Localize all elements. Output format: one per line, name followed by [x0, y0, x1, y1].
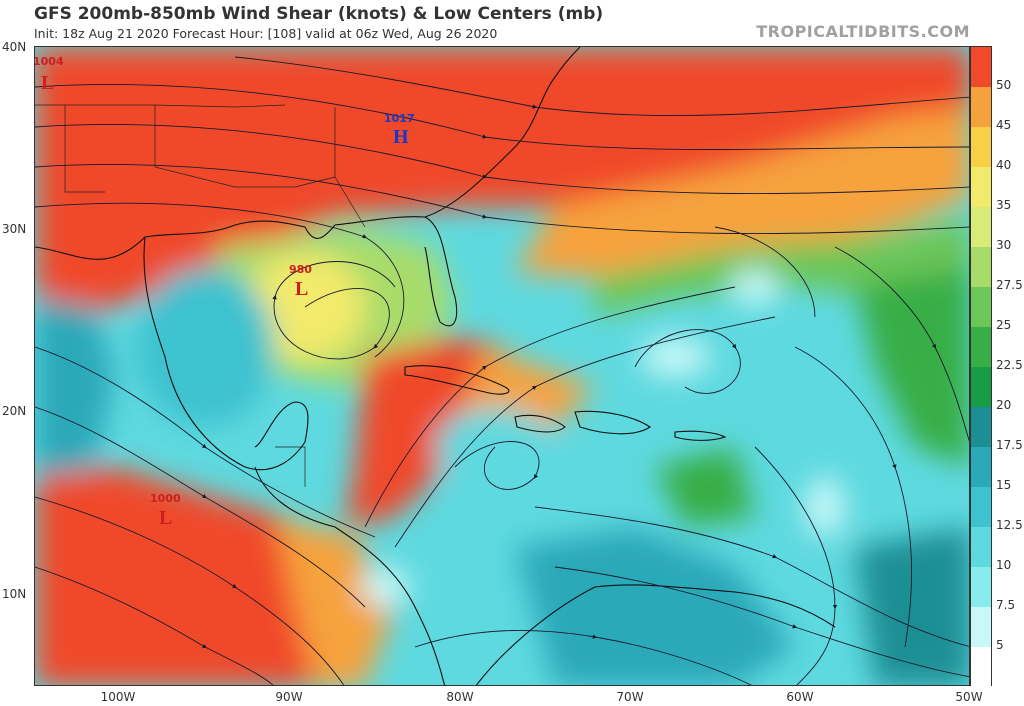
colorbar-segment: [971, 647, 991, 688]
chart-title: GFS 200mb-850mb Wind Shear (knots) & Low…: [34, 4, 604, 24]
colorbar-segment: [971, 47, 991, 88]
low-1004-symbol: L: [41, 72, 54, 94]
colorbar-segment: [971, 287, 991, 328]
lat-label-30n: 30N: [2, 222, 27, 236]
borders: [35, 104, 366, 487]
colorbar-label: 7.5: [996, 598, 1016, 612]
lon-label-70w: 70W: [616, 690, 644, 704]
colorbar-segment: [971, 607, 991, 648]
streamlines: [35, 56, 969, 685]
colorbar-label: 10: [996, 558, 1012, 572]
high-1017-symbol: H: [393, 126, 409, 148]
lon-label-90w: 90W: [275, 690, 303, 704]
colorbar-label: 27.5: [996, 278, 1023, 292]
colorbar-label: 30: [996, 238, 1012, 252]
low-1004-value: 1004: [35, 55, 64, 68]
coastlines: [35, 47, 836, 685]
shear-map-canvas: 1004 L 1017 H 980 L 1000 L: [35, 47, 969, 685]
colorbar-label: 40: [996, 158, 1012, 172]
colorbar-segment: [971, 207, 991, 248]
colorbar-label: 12.5: [996, 518, 1023, 532]
brand-watermark: TROPICALTIDBITS.COM: [756, 22, 970, 41]
colorbar-segment: [971, 247, 991, 288]
pressure-centers: 1004 L 1017 H 980 L 1000 L: [35, 55, 415, 529]
lat-label-40n: 40N: [2, 40, 27, 54]
chart-subtitle: Init: 18z Aug 21 2020 Forecast Hour: [10…: [34, 26, 498, 41]
colorbar-segment: [971, 367, 991, 408]
colorbar-label: 17.5: [996, 438, 1023, 452]
lat-label-10n: 10N: [2, 587, 27, 601]
colorbar-segment: [971, 447, 991, 488]
colorbar-segment: [971, 567, 991, 608]
lon-label-80w: 80W: [446, 690, 474, 704]
shear-map: 1004 L 1017 H 980 L 1000 L: [34, 46, 970, 686]
colorbar-segment: [971, 87, 991, 128]
lon-label-50w: 50W: [955, 690, 983, 704]
colorbar-segment: [971, 327, 991, 368]
colorbar-label: 25: [996, 318, 1012, 332]
lon-label-100w: 100W: [100, 690, 136, 704]
lat-label-20n: 20N: [2, 404, 27, 418]
colorbar-label: 50: [996, 78, 1012, 92]
colorbar-label: 5: [996, 638, 1004, 652]
colorbar-segment: [971, 407, 991, 448]
colorbar-label: 45: [996, 118, 1012, 132]
lon-label-60w: 60W: [786, 690, 814, 704]
low-980-symbol: L: [295, 278, 308, 300]
colorbar-label: 20: [996, 398, 1012, 412]
high-1017-value: 1017: [384, 112, 415, 125]
colorbar-label: 15: [996, 478, 1012, 492]
colorbar-label: 35: [996, 198, 1012, 212]
colorbar-segment: [971, 527, 991, 568]
low-1000-symbol: L: [159, 507, 172, 529]
colorbar-label: 22.5: [996, 358, 1023, 372]
colorbar-segment: [971, 167, 991, 208]
colorbar: [970, 46, 992, 688]
colorbar-segment: [971, 487, 991, 528]
colorbar-segment: [971, 127, 991, 168]
low-1000-value: 1000: [150, 492, 181, 505]
low-980-value: 980: [289, 263, 312, 276]
